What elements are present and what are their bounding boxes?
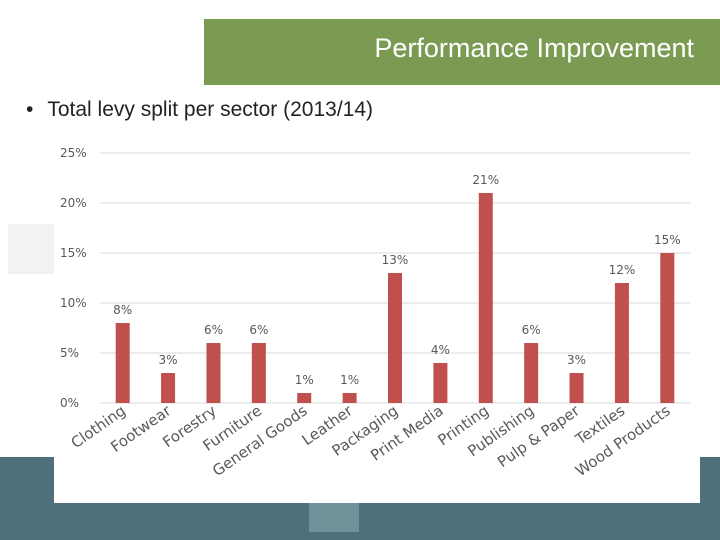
data-label: 1% — [295, 373, 314, 387]
bar — [433, 363, 448, 403]
bar — [115, 323, 130, 403]
bullet-dot: • — [26, 98, 34, 121]
y-tick-label: 15% — [60, 246, 87, 260]
data-label: 6% — [204, 323, 223, 337]
bar — [342, 393, 357, 403]
data-label: 6% — [249, 323, 268, 337]
chart-panel: 0% 5% 10% 15% 20% 25% 8% Clothing 3% Footwear 6% Fo… — [54, 140, 700, 503]
data-label: 15% — [654, 233, 681, 247]
bar — [524, 343, 539, 403]
bar — [569, 373, 584, 403]
bar — [206, 343, 221, 403]
data-label: 13% — [382, 253, 409, 267]
bar — [614, 283, 629, 403]
bar — [478, 193, 493, 403]
data-label: 8% — [113, 303, 132, 317]
bar — [660, 253, 675, 403]
bar — [161, 373, 176, 403]
title-banner: Performance Improvement — [204, 19, 720, 85]
data-label: 1% — [340, 373, 359, 387]
y-tick-label: 0% — [60, 396, 79, 410]
bullet-point: • Total levy split per sector (2013/14) — [26, 98, 373, 122]
slide-title: Performance Improvement — [374, 33, 694, 63]
y-tick-label: 25% — [60, 146, 87, 160]
y-tick-label: 5% — [60, 346, 79, 360]
data-label: 4% — [431, 343, 450, 357]
y-tick-label: 10% — [60, 296, 87, 310]
data-label: 3% — [567, 353, 586, 367]
footer-square — [309, 498, 359, 532]
bar — [251, 343, 266, 403]
y-tick-label: 20% — [60, 196, 87, 210]
data-label: 6% — [522, 323, 541, 337]
data-label: 21% — [472, 173, 499, 187]
bar — [388, 273, 402, 403]
decorative-square — [8, 224, 54, 274]
bar-chart: 0%5%10%15%20%25%8%Clothing3%Footwear6%Fo… — [60, 146, 690, 480]
bar — [297, 393, 312, 403]
bullet-text: Total levy split per sector (2013/14) — [47, 98, 374, 121]
data-label: 3% — [159, 353, 178, 367]
data-label: 12% — [609, 263, 636, 277]
